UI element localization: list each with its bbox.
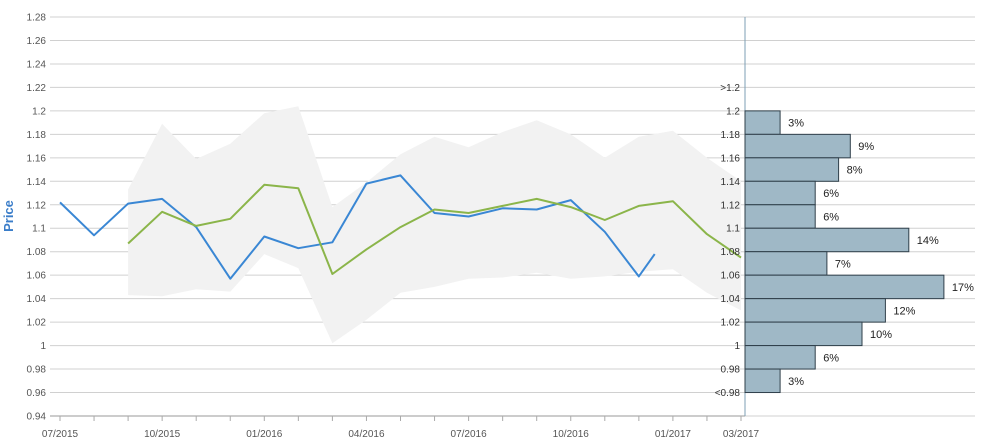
series-line-1	[59, 174, 656, 280]
histogram-bin-label: 1.14	[721, 177, 741, 188]
histogram-bar	[744, 110, 781, 135]
x-tick-label: 01/2017	[655, 429, 692, 440]
histogram-bar-label: 7%	[835, 258, 851, 270]
histogram-bin-label: >1.2	[720, 83, 740, 94]
series-line-2	[127, 183, 742, 275]
histogram-bar	[744, 227, 910, 253]
y-tick-label: 0.94	[27, 412, 47, 423]
y-tick-label: 1.12	[27, 200, 47, 211]
histogram-bar	[744, 345, 816, 370]
distribution-histogram: >1.2 1.2 1.18 1.16 1.14 1.12 1.1 1.08 1.06 1.04 1.…	[715, 83, 974, 399]
x-tick-label: 10/2016	[553, 429, 590, 440]
y-tick-label: 0.96	[27, 388, 47, 399]
y-tick-label: 1.22	[27, 83, 47, 94]
x-tick-label: 07/2015	[42, 429, 79, 440]
histogram-bin-label: 1.2	[726, 106, 740, 117]
y-tick-label: 0.98	[27, 365, 47, 376]
histogram-bar	[744, 180, 816, 206]
y-tick-label: 1.16	[27, 153, 47, 164]
histogram-bin-label: 1.06	[721, 271, 741, 282]
histogram-bin-label: 1.16	[721, 153, 741, 164]
y-tick-label: 1.02	[27, 318, 47, 329]
histogram-bin-label: 1.18	[721, 130, 741, 141]
x-tick-label: 10/2015	[144, 429, 181, 440]
histogram-bar-label: 6%	[823, 352, 839, 364]
histogram-bar	[744, 274, 945, 300]
histogram-bar	[744, 251, 828, 276]
axes: 0.94 0.96 0.98 1 1.02 1.04 1.06 1.08 1.1 1.12 1.14…	[27, 13, 760, 441]
histogram-bar-label: 14%	[917, 235, 939, 247]
histogram-bar-label: 6%	[823, 212, 839, 224]
histogram-bar-label: 9%	[858, 141, 874, 153]
histogram-bar	[744, 133, 851, 159]
histogram-bar	[744, 368, 781, 394]
y-tick-label: 1.28	[27, 13, 47, 24]
histogram-bar-label: 17%	[952, 282, 974, 294]
histogram-bar	[744, 204, 816, 229]
series-lines	[59, 174, 742, 280]
range-band	[128, 106, 742, 344]
histogram-bar-label: 12%	[893, 305, 915, 317]
x-tick-label: 07/2016	[451, 429, 488, 440]
y-tick-label: 1.1	[32, 224, 46, 235]
histogram-bin-label: 1	[734, 341, 740, 352]
histogram-bar-label: 8%	[847, 165, 863, 177]
y-tick-label: 1.04	[27, 294, 47, 305]
y-tick-label: 1.26	[27, 36, 47, 47]
histogram-bar	[744, 157, 840, 182]
y-tick-label: 1.08	[27, 247, 47, 258]
histogram-bin-label: 1.1	[726, 224, 740, 235]
forecast-band	[128, 106, 742, 344]
x-tick-label: 01/2016	[246, 429, 283, 440]
y-tick-label: 1	[40, 341, 46, 352]
histogram-bin-label: 1.12	[721, 200, 741, 211]
histogram-bar-label: 6%	[823, 188, 839, 200]
histogram-bin-label: 0.98	[721, 365, 741, 376]
histogram-bin-label: 1.08	[721, 247, 741, 258]
y-tick-label: 1.14	[27, 177, 47, 188]
histogram-bar-label: 3%	[788, 376, 804, 388]
histogram-bin-label: 1.02	[721, 318, 741, 329]
y-tick-label: 1.2	[32, 106, 46, 117]
y-tick-label: 1.06	[27, 271, 47, 282]
y-tick-label: 1.18	[27, 130, 47, 141]
histogram-bar	[744, 298, 886, 323]
histogram-bar	[744, 321, 863, 347]
histogram-bin-label: <0.98	[715, 388, 741, 399]
x-tick-label: 04/2016	[348, 429, 385, 440]
histogram-bar-label: 3%	[788, 118, 804, 130]
x-tick-label: 03/2017	[723, 429, 760, 440]
histogram-bar-label: 10%	[870, 329, 892, 341]
histogram-bin-label: 1.04	[721, 294, 741, 305]
y-axis-label: Price	[1, 200, 16, 232]
y-tick-label: 1.24	[27, 59, 47, 70]
